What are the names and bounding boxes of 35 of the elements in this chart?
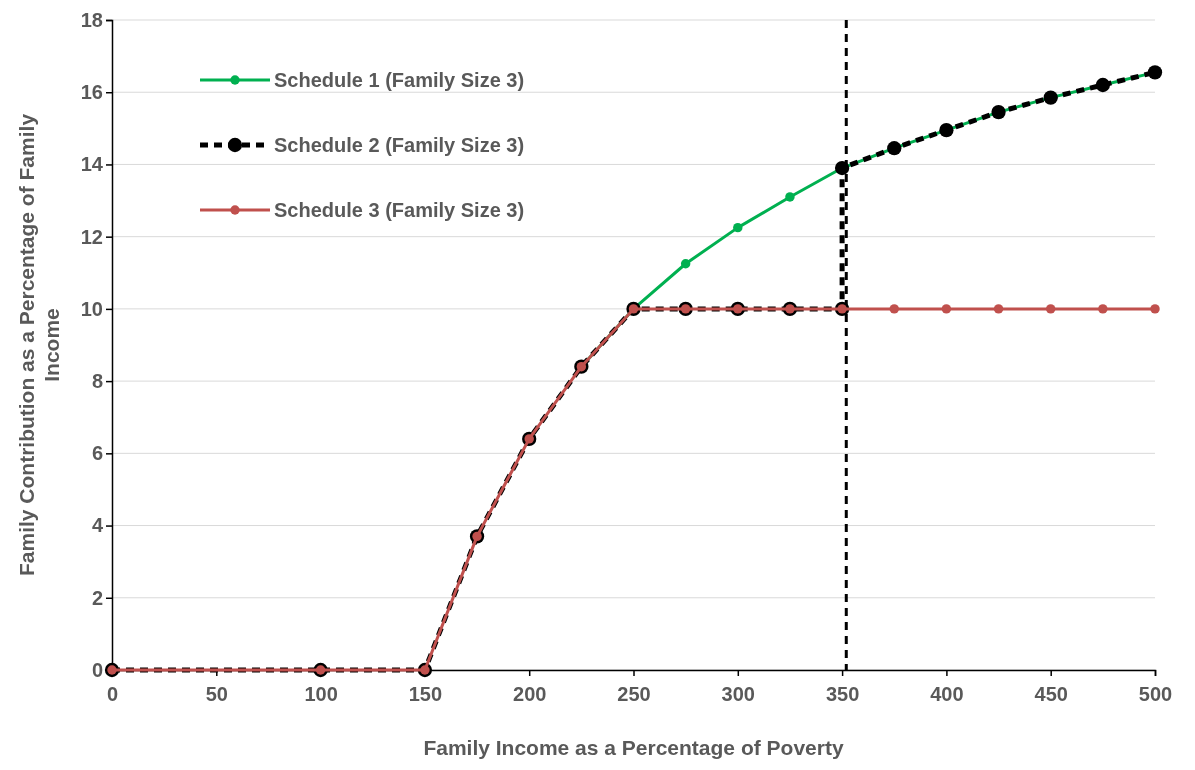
y-tick-label: 6 [91, 442, 103, 465]
x-tick-label: 0 [106, 683, 119, 705]
point [1150, 304, 1160, 314]
legend-label: Schedule 3 (Family Size 3) [274, 199, 525, 221]
y-axis-title: Family Contribution as a Percentage of Family Income [15, 113, 64, 577]
y-tick-label: 14 [80, 153, 104, 176]
x-tick-label: 500 [1138, 683, 1173, 705]
x-tick-label: 250 [617, 683, 651, 705]
point [785, 192, 795, 202]
x-tick-label: 100 [304, 683, 338, 705]
y-tick-label: 0 [91, 658, 103, 681]
x-tick-label: 150 [408, 683, 443, 705]
point [993, 304, 1004, 314]
legend-label: Schedule 2 (Family Size 3) [274, 134, 525, 156]
y-tick-label: 18 [80, 8, 103, 31]
y-tick-label: 2 [91, 586, 103, 609]
y-tick-label: 8 [91, 370, 103, 393]
x-axis-title: Family Income as a Percentage of Poverty [423, 736, 844, 759]
point [941, 304, 952, 314]
point [1098, 304, 1108, 314]
legend-label: Schedule 1 (Family Size 3) [274, 69, 525, 91]
point [1045, 304, 1056, 314]
point [889, 304, 899, 314]
x-tick-label: 400 [930, 683, 964, 705]
x-tick-label: 450 [1034, 683, 1068, 705]
y-tick-label: 4 [91, 514, 104, 537]
y-tick-label: 12 [80, 225, 103, 248]
y-tick-label: 16 [80, 81, 103, 104]
x-tick-label: 300 [721, 683, 755, 705]
x-tick-label: 50 [205, 683, 228, 705]
x-tick-label: 350 [825, 683, 860, 705]
x-tick-label: 200 [513, 683, 547, 705]
point [680, 259, 691, 269]
y-tick-label: 10 [80, 297, 103, 320]
point [733, 222, 743, 233]
